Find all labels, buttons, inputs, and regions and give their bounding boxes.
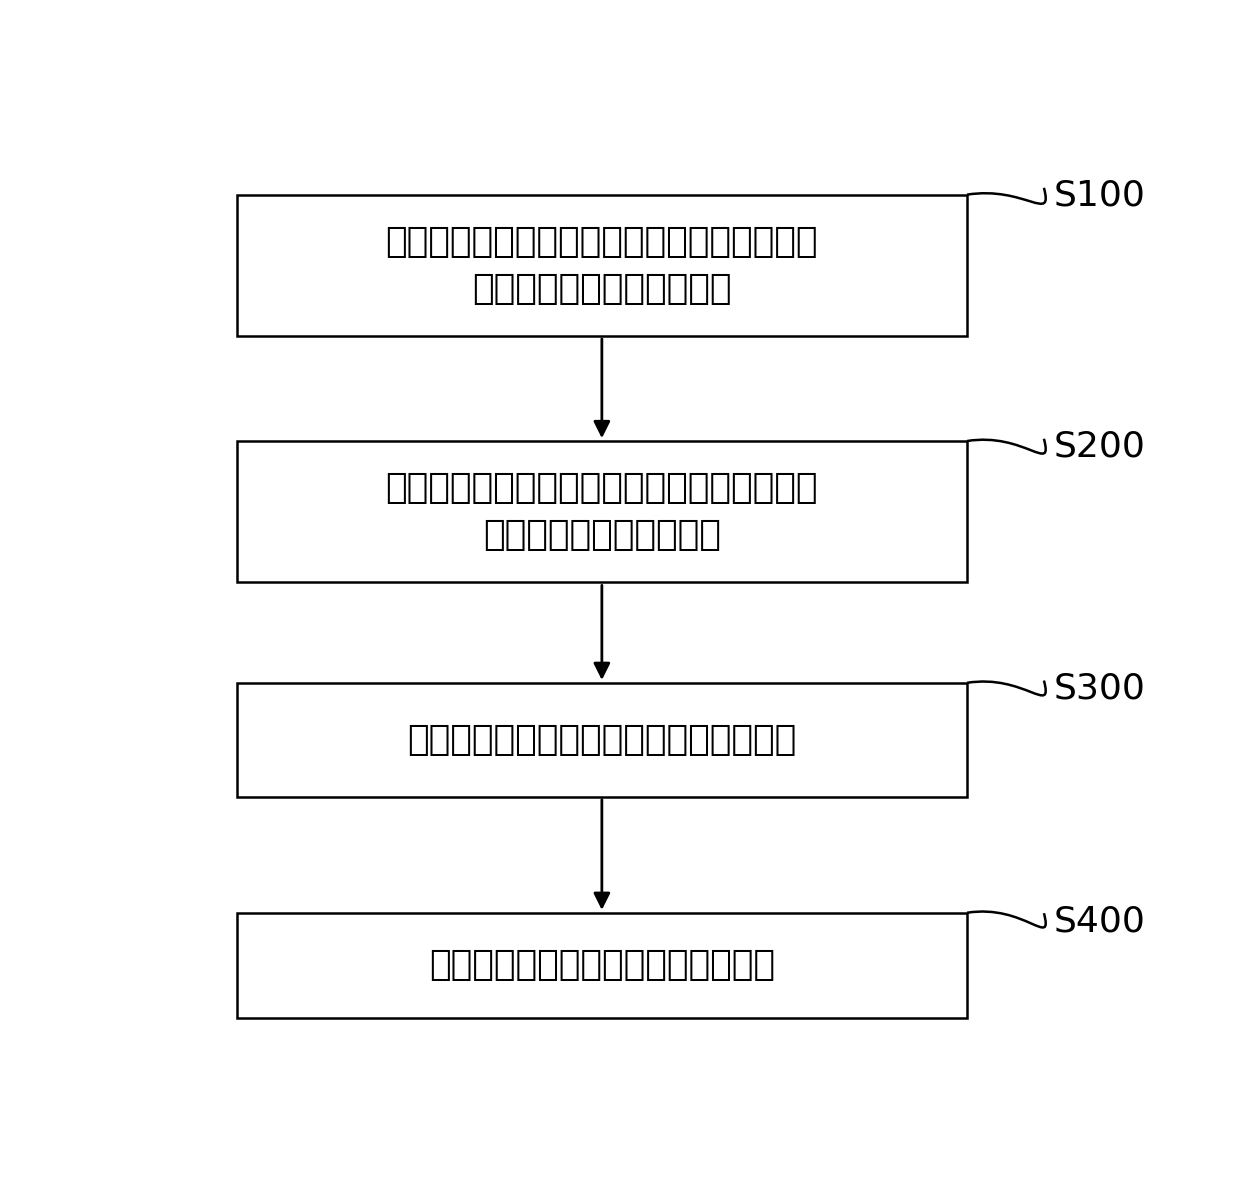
Bar — [237, 194, 967, 337]
Bar — [237, 441, 967, 583]
Text: 将三官能度异氰酸酯或者更高官能度的异氰酸
酯与聚脲预聚体进行混合: 将三官能度异氰酸酯或者更高官能度的异氰酸 酯与聚脲预聚体进行混合 — [386, 470, 818, 552]
Text: S300: S300 — [1054, 672, 1146, 705]
Text: 在惰性氛围中，将含有二异氰酸酯基单体与端
氨基烯醚单体进行溶液反应: 在惰性氛围中，将含有二异氰酸酯基单体与端 氨基烯醚单体进行溶液反应 — [386, 225, 818, 306]
Text: S400: S400 — [1054, 904, 1146, 939]
Bar — [237, 912, 967, 1018]
Text: 将聚脲嵌段共聚物溶液进行溶剂挥发: 将聚脲嵌段共聚物溶液进行溶剂挥发 — [429, 948, 775, 982]
Bar — [237, 683, 967, 796]
Text: 将含有二硫键的单体与混合溶液进行反应: 将含有二硫键的单体与混合溶液进行反应 — [407, 723, 796, 757]
Text: S200: S200 — [1054, 430, 1146, 463]
Text: S100: S100 — [1054, 179, 1146, 212]
